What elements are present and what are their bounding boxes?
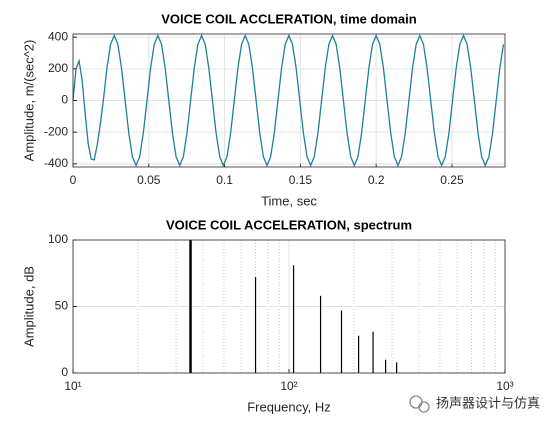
watermark-icon	[409, 395, 430, 413]
y-tick-label: 0	[61, 365, 68, 379]
axes-box	[72, 33, 506, 168]
y-axis-label: Amplitude, m/(sec^2)	[21, 40, 36, 162]
chart-title: VOICE COIL ACCLERATION, time domain	[161, 11, 417, 26]
x-tick-label: 0.15	[289, 173, 313, 187]
data-line	[72, 33, 505, 168]
y-tick-label: -400	[44, 156, 68, 170]
x-axis-label: Time, sec	[261, 193, 317, 208]
x-tick-label: 0.05	[137, 173, 161, 187]
x-tick-label: 0.2	[368, 173, 385, 187]
y-axis-label: Amplitude, dB	[21, 266, 36, 347]
y-tick-label: 200	[48, 61, 68, 75]
watermark: 扬声器设计与仿真	[436, 395, 540, 410]
y-tick-label: 50	[55, 299, 69, 313]
y-tick-label: 400	[48, 29, 68, 43]
y-tick-label: -200	[44, 124, 68, 138]
x-tick-label: 0.25	[440, 173, 464, 187]
x-tick-label: 0	[70, 173, 77, 187]
x-tick-label: 10²	[280, 379, 297, 393]
y-tick-label: 100	[48, 232, 68, 246]
axes-box	[72, 239, 506, 374]
x-axis-label: Frequency, Hz	[247, 399, 331, 414]
x-tick-label: 10³	[496, 379, 513, 393]
x-tick-label: 10¹	[64, 379, 81, 393]
chart-title: VOICE COIL ACCELERATION, spectrum	[166, 217, 412, 232]
y-tick-label: 0	[61, 93, 68, 107]
x-tick-label: 0.1	[216, 173, 233, 187]
